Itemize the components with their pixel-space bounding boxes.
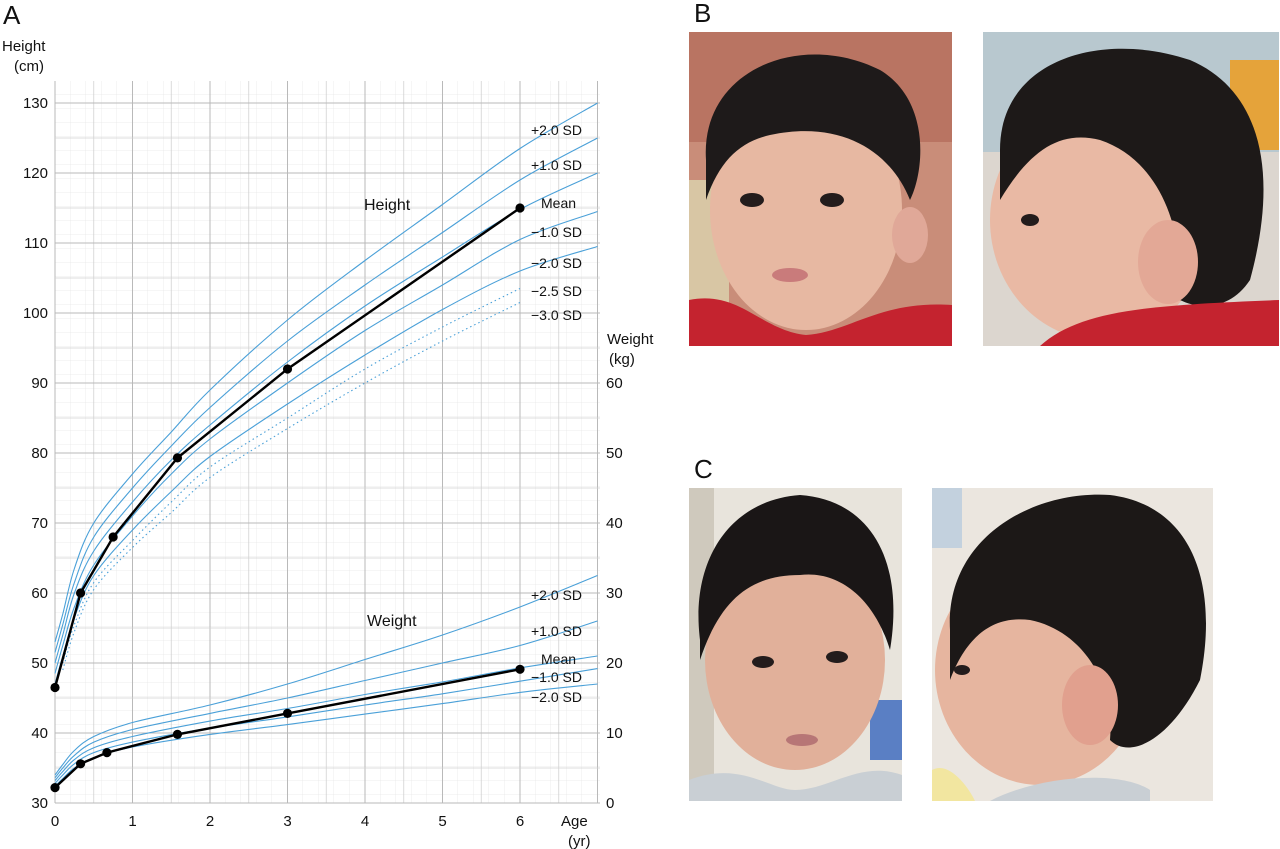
panel-label-c: C xyxy=(694,454,713,484)
left-axis-tick-label: 90 xyxy=(31,375,48,392)
height-sd-curve xyxy=(62,302,521,671)
tick-labels: 30 40 50 60 70 80 90 100 110 120 130 0 10 20 30 40 50 60 0… xyxy=(23,95,623,830)
height-sd-label: −2.0 SD xyxy=(531,255,582,271)
plot-background xyxy=(55,81,600,803)
sd-labels: +2.0 SD +1.0 SD Mean −1.0 SD −2.0 SD −2.5 SD −… xyxy=(531,122,582,705)
x-axis-tick-label: 5 xyxy=(438,813,446,830)
patient-height-point xyxy=(108,532,118,542)
right-axis-tick-label: 30 xyxy=(606,585,623,602)
left-axis-tick-label: 130 xyxy=(23,95,48,112)
weight-sd-label: +1.0 SD xyxy=(531,623,582,639)
weight-sd-label: −1.0 SD xyxy=(531,669,582,685)
weight-curve-label: Weight xyxy=(367,613,417,630)
right-axis-tick-label: 20 xyxy=(606,655,623,672)
x-axis-tick-label: 0 xyxy=(51,813,59,830)
weight-sd-curve xyxy=(54,620,598,779)
left-axis-title-line2: (cm) xyxy=(14,58,44,75)
left-axis-tick-label: 110 xyxy=(24,235,48,252)
patient-height-point xyxy=(50,682,60,693)
child-front-photo xyxy=(689,488,902,801)
patient-height-line xyxy=(53,207,521,688)
right-axis-title-line1: Weight xyxy=(607,331,654,348)
weight-sd-curve xyxy=(54,574,598,776)
infant-profile-photo xyxy=(983,32,1279,346)
x-axis-tick-label: 6 xyxy=(516,813,524,830)
x-axis-tick-label: 4 xyxy=(361,813,369,830)
patient-height-point xyxy=(282,364,293,374)
panel-label-a: A xyxy=(3,0,21,30)
height-sd-curve xyxy=(54,137,598,653)
infant-front-photo xyxy=(689,32,952,346)
x-axis-tick-label: 1 xyxy=(128,813,136,830)
left-axis-tick-label: 40 xyxy=(31,725,48,742)
panel-label-b: B xyxy=(694,0,711,28)
height-curve-label: Height xyxy=(364,197,411,214)
left-axis-tick-label: 80 xyxy=(31,445,48,462)
height-sd-label: +1.0 SD xyxy=(531,157,582,173)
height-sd-label: +2.0 SD xyxy=(531,122,582,138)
patient-weight-line xyxy=(54,668,521,789)
child-profile-photo xyxy=(932,488,1213,801)
left-axis-tick-label: 30 xyxy=(31,795,48,812)
patient-weight-point xyxy=(282,708,293,719)
weight-sd-label: +2.0 SD xyxy=(531,587,582,603)
patient-weight-point xyxy=(515,664,525,674)
x-axis-title-line1: Age xyxy=(561,813,588,830)
patient-height-point xyxy=(75,588,86,598)
height-sd-curve xyxy=(54,210,598,674)
left-axis-title-line1: Height xyxy=(2,38,46,55)
right-axis-tick-label: 40 xyxy=(606,515,623,532)
weight-sd-curve xyxy=(54,655,598,781)
patient-weight-point xyxy=(172,729,183,740)
patient-height-point xyxy=(515,203,525,213)
patient-weight-point xyxy=(50,783,60,793)
height-sd-label: −3.0 SD xyxy=(531,307,582,323)
weight-sd-label: Mean xyxy=(541,651,576,667)
weight-sd-label: −2.0 SD xyxy=(531,689,582,705)
x-axis-tick-label: 3 xyxy=(283,813,291,830)
weight-sd-curve xyxy=(54,683,598,787)
height-sd-label: Mean xyxy=(541,195,576,211)
patient-weight-point xyxy=(75,759,86,769)
right-axis-tick-label: 50 xyxy=(606,445,623,462)
right-axis-tick-label: 0 xyxy=(606,795,614,812)
patient-height-point xyxy=(172,453,183,463)
height-sd-curve xyxy=(54,172,598,664)
height-sd-label: −2.5 SD xyxy=(531,283,582,299)
left-axis-tick-label: 100 xyxy=(23,305,48,322)
left-axis-tick-label: 60 xyxy=(31,585,48,602)
x-axis-title-line2: (yr) xyxy=(568,833,591,849)
right-axis-title-line2: (kg) xyxy=(609,351,635,368)
right-axis-tick-label: 10 xyxy=(606,725,623,742)
height-sd-label: −1.0 SD xyxy=(531,224,582,240)
left-axis-tick-label: 50 xyxy=(31,655,48,672)
major-grid xyxy=(54,81,600,804)
patient-growth-lines xyxy=(50,203,525,793)
patient-weight-point xyxy=(102,748,112,758)
right-axis-tick-label: 60 xyxy=(606,375,623,392)
height-sd-curve xyxy=(54,102,598,643)
left-axis-tick-label: 120 xyxy=(23,165,48,182)
left-axis-tick-label: 70 xyxy=(31,515,48,532)
x-axis-tick-label: 2 xyxy=(206,813,214,830)
